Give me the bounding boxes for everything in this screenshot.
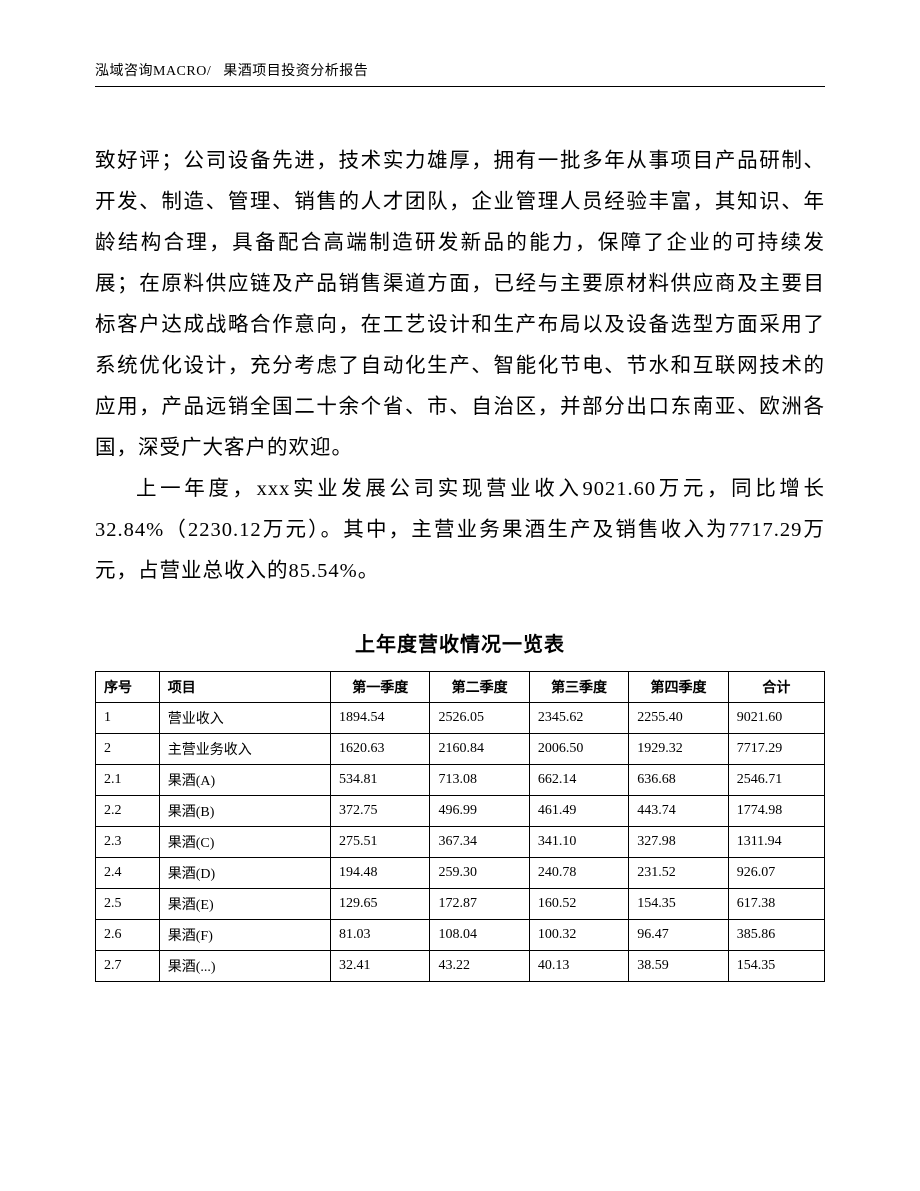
table-row: 1营业收入1894.542526.052345.622255.409021.60 bbox=[96, 703, 825, 734]
col-header-q2: 第二季度 bbox=[430, 672, 529, 703]
table-cell: 40.13 bbox=[529, 951, 628, 982]
table-cell: 2.2 bbox=[96, 796, 160, 827]
table-cell: 2345.62 bbox=[529, 703, 628, 734]
table-cell: 果酒(A) bbox=[159, 765, 330, 796]
table-title: 上年度营收情况一览表 bbox=[95, 628, 825, 657]
table-header-row: 序号 项目 第一季度 第二季度 第三季度 第四季度 合计 bbox=[96, 672, 825, 703]
table-row: 2主营业务收入1620.632160.842006.501929.327717.… bbox=[96, 734, 825, 765]
header-title: 果酒项目投资分析报告 bbox=[223, 64, 368, 79]
table-cell: 534.81 bbox=[331, 765, 430, 796]
table-row: 2.5果酒(E)129.65172.87160.52154.35617.38 bbox=[96, 889, 825, 920]
table-cell: 385.86 bbox=[728, 920, 824, 951]
table-cell: 果酒(...) bbox=[159, 951, 330, 982]
col-header-q4: 第四季度 bbox=[629, 672, 728, 703]
table-cell: 372.75 bbox=[331, 796, 430, 827]
table-cell: 1311.94 bbox=[728, 827, 824, 858]
table-cell: 2546.71 bbox=[728, 765, 824, 796]
table-cell: 194.48 bbox=[331, 858, 430, 889]
table-cell: 38.59 bbox=[629, 951, 728, 982]
table-cell: 32.41 bbox=[331, 951, 430, 982]
table-cell: 43.22 bbox=[430, 951, 529, 982]
table-cell: 172.87 bbox=[430, 889, 529, 920]
document-body: 致好评；公司设备先进，技术实力雄厚，拥有一批多年从事项目产品研制、开发、制造、管… bbox=[95, 141, 825, 592]
table-cell: 2.4 bbox=[96, 858, 160, 889]
col-header-seq: 序号 bbox=[96, 672, 160, 703]
revenue-table: 序号 项目 第一季度 第二季度 第三季度 第四季度 合计 1营业收入1894.5… bbox=[95, 671, 825, 982]
table-cell: 2160.84 bbox=[430, 734, 529, 765]
col-header-item: 项目 bbox=[159, 672, 330, 703]
table-cell: 2.6 bbox=[96, 920, 160, 951]
table-cell: 129.65 bbox=[331, 889, 430, 920]
table-cell: 2006.50 bbox=[529, 734, 628, 765]
table-cell: 2.1 bbox=[96, 765, 160, 796]
table-cell: 1 bbox=[96, 703, 160, 734]
header-divider bbox=[95, 86, 825, 87]
table-cell: 496.99 bbox=[430, 796, 529, 827]
table-cell: 1620.63 bbox=[331, 734, 430, 765]
table-cell: 主营业务收入 bbox=[159, 734, 330, 765]
table-cell: 营业收入 bbox=[159, 703, 330, 734]
table-cell: 果酒(B) bbox=[159, 796, 330, 827]
table-cell: 662.14 bbox=[529, 765, 628, 796]
table-cell: 461.49 bbox=[529, 796, 628, 827]
table-cell: 327.98 bbox=[629, 827, 728, 858]
table-row: 2.4果酒(D)194.48259.30240.78231.52926.07 bbox=[96, 858, 825, 889]
table-cell: 341.10 bbox=[529, 827, 628, 858]
paragraph-2: 上一年度，xxx实业发展公司实现营业收入9021.60万元，同比增长32.84%… bbox=[95, 469, 825, 592]
table-cell: 果酒(D) bbox=[159, 858, 330, 889]
table-cell: 96.47 bbox=[629, 920, 728, 951]
table-row: 2.3果酒(C)275.51367.34341.10327.981311.94 bbox=[96, 827, 825, 858]
table-row: 2.7果酒(...)32.4143.2240.1338.59154.35 bbox=[96, 951, 825, 982]
header-company: 泓域咨询MACRO/ bbox=[95, 64, 211, 79]
table-cell: 7717.29 bbox=[728, 734, 824, 765]
col-header-q1: 第一季度 bbox=[331, 672, 430, 703]
col-header-q3: 第三季度 bbox=[529, 672, 628, 703]
table-cell: 231.52 bbox=[629, 858, 728, 889]
paragraph-1: 致好评；公司设备先进，技术实力雄厚，拥有一批多年从事项目产品研制、开发、制造、管… bbox=[95, 141, 825, 469]
table-cell: 636.68 bbox=[629, 765, 728, 796]
table-cell: 160.52 bbox=[529, 889, 628, 920]
table-cell: 926.07 bbox=[728, 858, 824, 889]
table-cell: 1774.98 bbox=[728, 796, 824, 827]
table-cell: 2255.40 bbox=[629, 703, 728, 734]
table-body: 1营业收入1894.542526.052345.622255.409021.60… bbox=[96, 703, 825, 982]
table-cell: 443.74 bbox=[629, 796, 728, 827]
table-row: 2.2果酒(B)372.75496.99461.49443.741774.98 bbox=[96, 796, 825, 827]
table-cell: 2526.05 bbox=[430, 703, 529, 734]
table-cell: 果酒(E) bbox=[159, 889, 330, 920]
table-cell: 2.7 bbox=[96, 951, 160, 982]
table-cell: 240.78 bbox=[529, 858, 628, 889]
table-cell: 367.34 bbox=[430, 827, 529, 858]
table-cell: 81.03 bbox=[331, 920, 430, 951]
table-cell: 154.35 bbox=[629, 889, 728, 920]
table-cell: 2.3 bbox=[96, 827, 160, 858]
table-cell: 617.38 bbox=[728, 889, 824, 920]
document-page: 泓域咨询MACRO/ 果酒项目投资分析报告 致好评；公司设备先进，技术实力雄厚，… bbox=[0, 0, 920, 1191]
table-cell: 1894.54 bbox=[331, 703, 430, 734]
table-cell: 713.08 bbox=[430, 765, 529, 796]
col-header-total: 合计 bbox=[728, 672, 824, 703]
table-cell: 100.32 bbox=[529, 920, 628, 951]
table-cell: 259.30 bbox=[430, 858, 529, 889]
table-cell: 154.35 bbox=[728, 951, 824, 982]
table-row: 2.1果酒(A)534.81713.08662.14636.682546.71 bbox=[96, 765, 825, 796]
table-cell: 2 bbox=[96, 734, 160, 765]
table-head: 序号 项目 第一季度 第二季度 第三季度 第四季度 合计 bbox=[96, 672, 825, 703]
table-row: 2.6果酒(F)81.03108.04100.3296.47385.86 bbox=[96, 920, 825, 951]
table-cell: 9021.60 bbox=[728, 703, 824, 734]
table-cell: 2.5 bbox=[96, 889, 160, 920]
table-cell: 果酒(C) bbox=[159, 827, 330, 858]
table-cell: 1929.32 bbox=[629, 734, 728, 765]
table-cell: 275.51 bbox=[331, 827, 430, 858]
table-cell: 108.04 bbox=[430, 920, 529, 951]
table-cell: 果酒(F) bbox=[159, 920, 330, 951]
page-header: 泓域咨询MACRO/ 果酒项目投资分析报告 bbox=[95, 60, 825, 80]
